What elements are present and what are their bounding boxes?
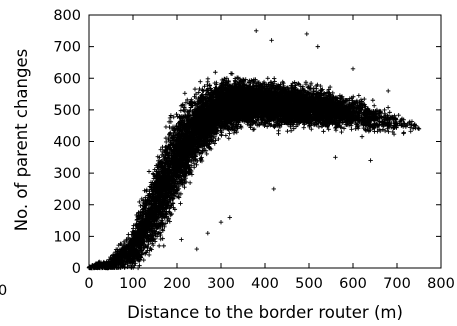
data-point bbox=[116, 249, 121, 254]
data-point bbox=[182, 91, 188, 96]
data-point bbox=[198, 79, 203, 84]
data-point bbox=[128, 260, 133, 265]
data-point bbox=[125, 254, 130, 259]
data-point bbox=[128, 247, 133, 252]
data-point bbox=[95, 263, 100, 268]
data-point bbox=[178, 201, 183, 206]
data-point bbox=[141, 257, 146, 263]
data-point bbox=[118, 241, 123, 247]
data-point bbox=[113, 249, 118, 255]
scatter-points bbox=[86, 28, 422, 271]
data-point bbox=[127, 258, 133, 263]
data-point bbox=[205, 76, 211, 82]
data-point bbox=[167, 219, 172, 224]
data-point bbox=[120, 257, 125, 263]
data-point bbox=[127, 241, 132, 246]
data-point bbox=[213, 70, 218, 75]
data-point bbox=[163, 139, 169, 145]
data-point bbox=[204, 151, 209, 157]
data-point bbox=[118, 242, 124, 247]
data-point bbox=[156, 243, 162, 249]
data-point bbox=[126, 244, 132, 250]
data-point bbox=[138, 203, 143, 208]
data-point bbox=[109, 259, 114, 265]
data-point bbox=[146, 169, 152, 174]
data-point bbox=[178, 108, 184, 113]
data-point bbox=[118, 255, 124, 260]
data-point bbox=[126, 232, 131, 237]
data-point bbox=[120, 245, 125, 251]
data-point bbox=[167, 115, 173, 121]
data-point bbox=[114, 262, 119, 268]
data-point bbox=[187, 180, 193, 185]
data-point bbox=[97, 259, 102, 265]
data-point bbox=[163, 124, 169, 130]
data-point bbox=[122, 241, 128, 247]
data-point bbox=[123, 247, 128, 252]
data-point bbox=[114, 252, 119, 257]
data-point bbox=[131, 226, 136, 231]
data-point bbox=[101, 260, 106, 266]
data-point bbox=[192, 86, 198, 92]
data-point bbox=[146, 252, 152, 258]
data-point bbox=[121, 239, 127, 244]
data-point bbox=[90, 262, 95, 268]
data-point bbox=[174, 112, 179, 117]
data-point bbox=[112, 257, 117, 262]
data-point bbox=[113, 247, 119, 252]
